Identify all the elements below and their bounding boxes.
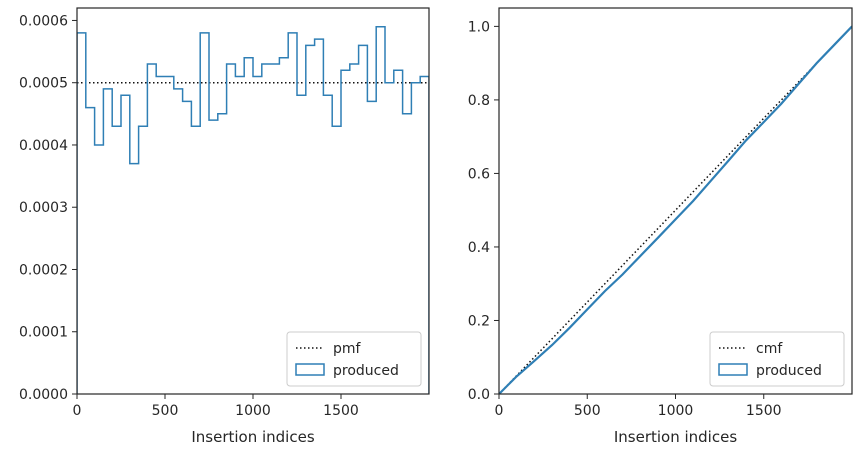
pmf-x-axis-label: Insertion indices bbox=[191, 428, 314, 446]
pmf-legend-produced-label: produced bbox=[333, 363, 399, 379]
pmf-ytick-label: 0.0005 bbox=[19, 76, 68, 92]
cmf-x-axis-label: Insertion indices bbox=[614, 428, 737, 446]
cmf-ytick-label: 1.0 bbox=[468, 19, 490, 35]
cmf-legend-produced-swatch bbox=[718, 363, 748, 376]
pmf-plot-area bbox=[77, 25, 429, 394]
pmf-ytick-label: 0.0004 bbox=[19, 138, 68, 154]
cmf-plot-area bbox=[499, 25, 852, 394]
pmf-xtick-label: 0 bbox=[73, 403, 82, 419]
cmf-cumulative-panel: 0 500 1000 1500 0.0 0.2 0.4 0.6 0.8 1.0 Insertion … bbox=[468, 7, 853, 446]
cmf-xtick-label: 0 bbox=[495, 403, 504, 419]
pmf-xtick-label: 1500 bbox=[323, 403, 359, 419]
pmf-ytick-label: 0.0002 bbox=[19, 262, 68, 278]
cmf-ytick-label: 0.6 bbox=[468, 166, 490, 182]
pmf-ytick-label: 0.0001 bbox=[19, 325, 68, 341]
pmf-legend-produced-swatch bbox=[295, 363, 325, 376]
cmf-legend-reference-label: cmf bbox=[756, 341, 783, 357]
pmf-ytick-label: 0.0000 bbox=[19, 387, 68, 403]
pmf-produced-histogram bbox=[77, 25, 429, 394]
cmf-xtick-label: 500 bbox=[574, 403, 601, 419]
pmf-legend: pmf produced bbox=[286, 331, 422, 387]
cmf-legend-produced-label: produced bbox=[756, 363, 822, 379]
cmf-ytick-label: 0.4 bbox=[468, 240, 490, 256]
cmf-legend: cmf produced bbox=[709, 331, 845, 387]
cmf-ytick-label: 0.8 bbox=[468, 93, 490, 109]
pmf-legend-reference-label: pmf bbox=[333, 341, 362, 357]
pmf-xtick-label: 500 bbox=[152, 403, 179, 419]
cmf-xtick-label: 1500 bbox=[746, 403, 782, 419]
pmf-legend-box bbox=[286, 331, 422, 387]
cmf-reference-line bbox=[499, 25, 852, 394]
cmf-ytick-label: 0.0 bbox=[468, 387, 490, 403]
pmf-ytick-label: 0.0003 bbox=[19, 200, 68, 216]
cmf-legend-box bbox=[709, 331, 845, 387]
pmf-xtick-label: 1000 bbox=[235, 403, 271, 419]
pmf-ytick-label: 0.0006 bbox=[19, 13, 68, 29]
cmf-xtick-label: 1000 bbox=[658, 403, 694, 419]
pmf-histogram-panel: 0 500 1000 1500 0.0000 0.0001 0.0002 0.0003 0.00… bbox=[19, 7, 430, 446]
cmf-ytick-label: 0.2 bbox=[468, 313, 490, 329]
cmf-produced-line bbox=[499, 25, 852, 394]
